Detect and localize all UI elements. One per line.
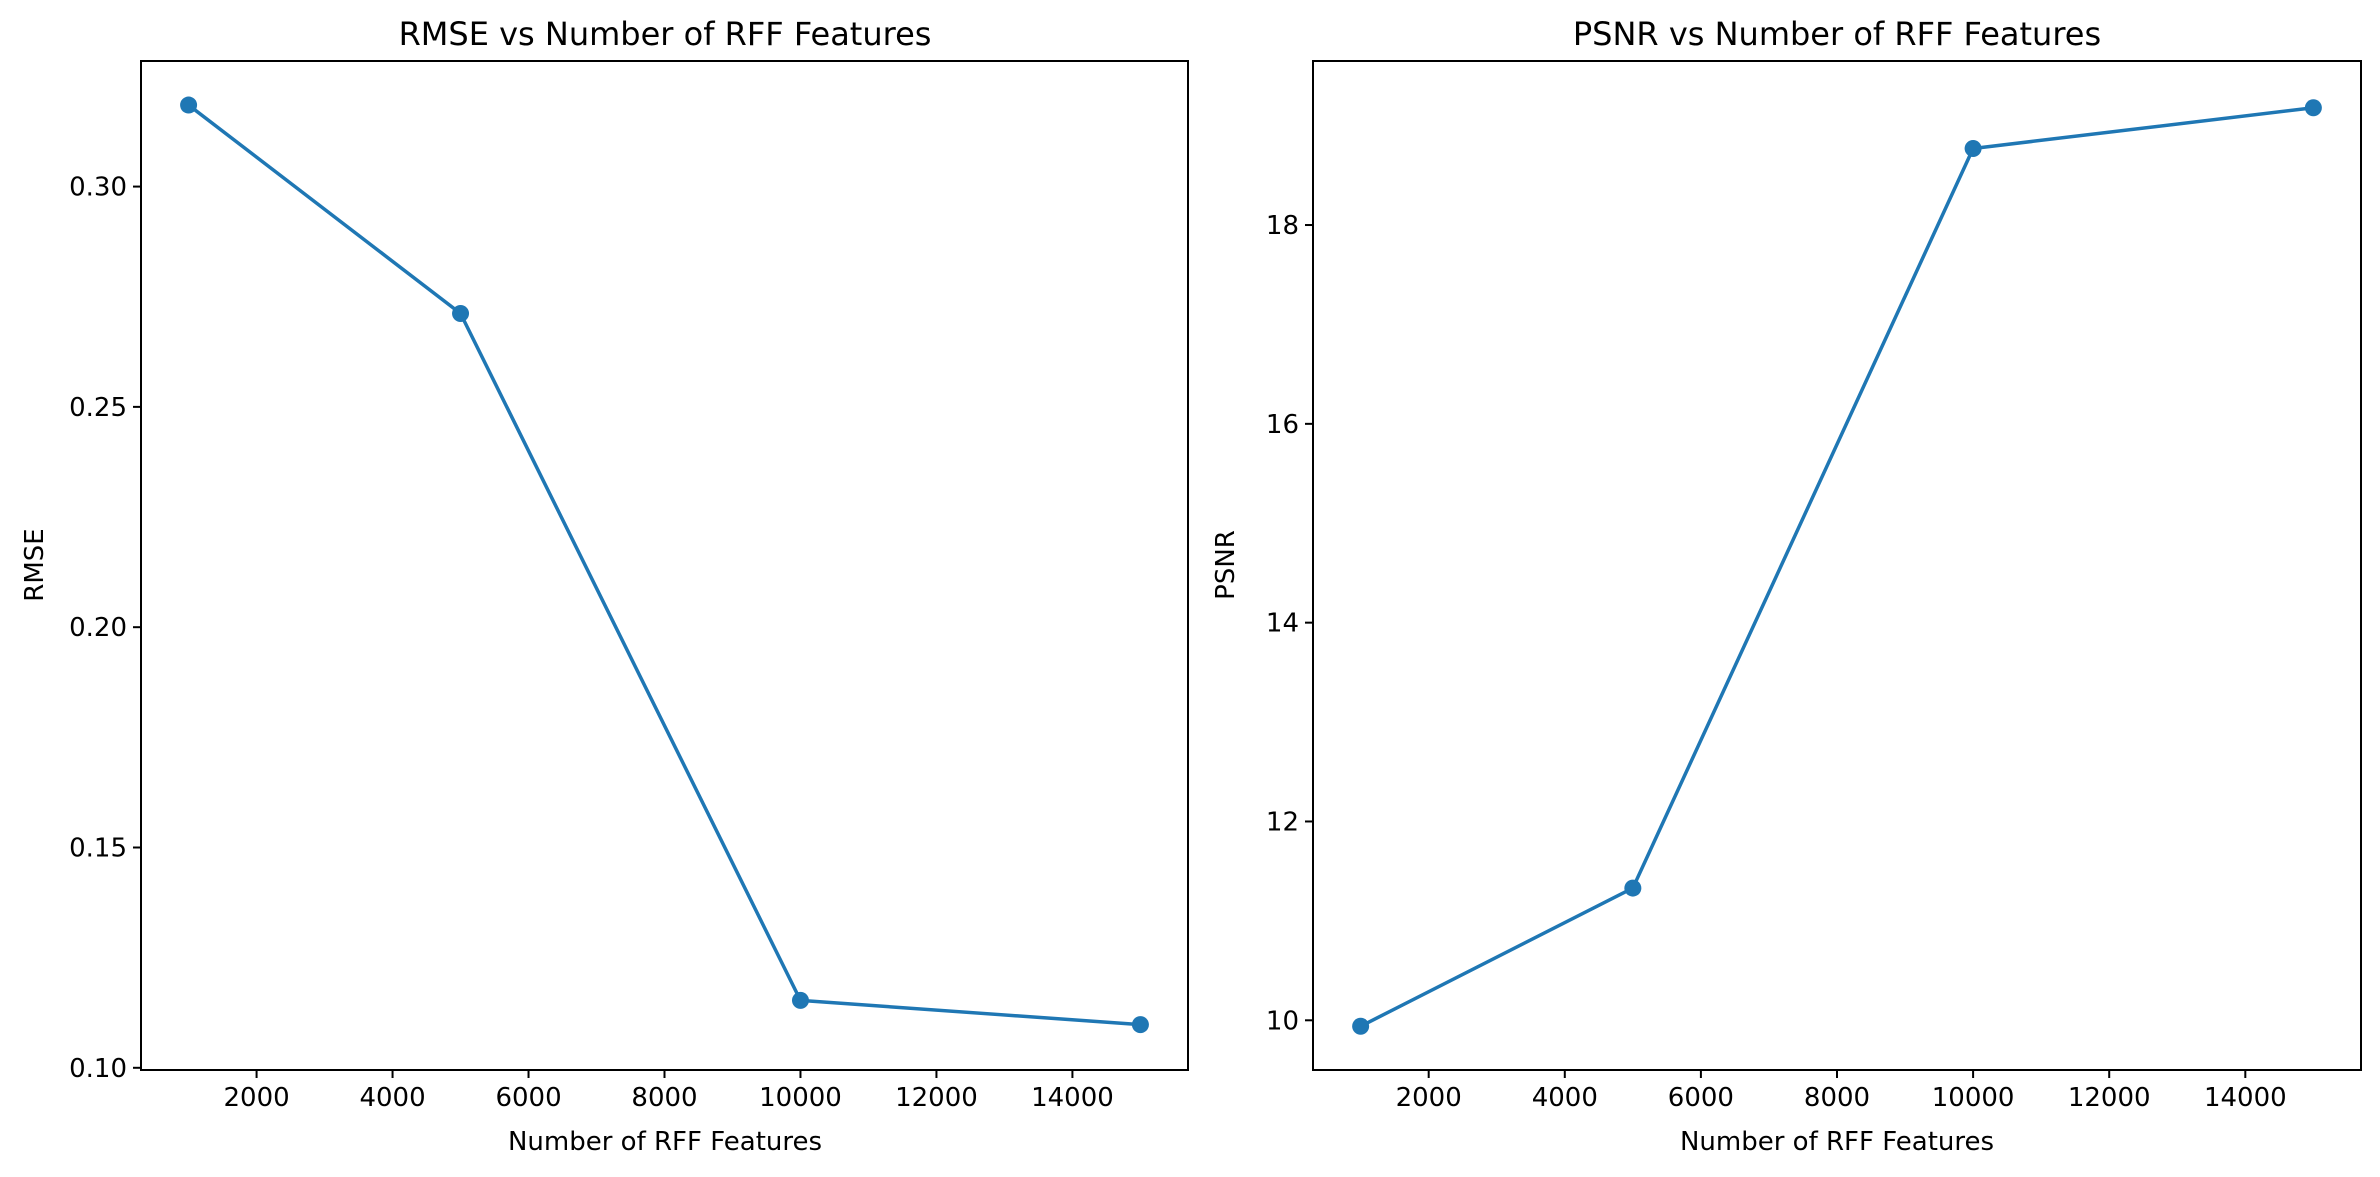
data-point (1352, 1017, 1370, 1035)
x-tick-label: 4000 (359, 1083, 425, 1113)
x-tick-label: 4000 (1532, 1083, 1598, 1113)
x-tick-label: 2000 (223, 1083, 289, 1113)
data-point (180, 96, 198, 114)
x-tick-label: 14000 (1031, 1083, 1114, 1113)
x-tick-label: 2000 (1396, 1083, 1462, 1113)
y-tick-label: 0.10 (69, 1054, 127, 1084)
y-axis-label: PSNR (1211, 530, 1241, 600)
tick-layer: 2000 4000 6000 8000 10000 12000 14000 0.10 0.15 0… (69, 173, 1114, 1113)
data-point (1624, 879, 1642, 897)
x-axis-label: Number of RFF Features (1680, 1127, 1994, 1157)
x-tick-label: 8000 (1804, 1083, 1870, 1113)
x-tick-label: 12000 (895, 1083, 978, 1113)
data-point (452, 304, 470, 322)
x-tick-label: 6000 (495, 1083, 561, 1113)
x-tick-label: 10000 (759, 1083, 842, 1113)
x-tick-label: 14000 (2204, 1083, 2287, 1113)
x-tick-label: 12000 (2068, 1083, 2151, 1113)
y-tick-label: 12 (1266, 807, 1299, 837)
y-tick-label: 0.25 (69, 393, 127, 423)
mark-layer (1352, 99, 2322, 1035)
y-tick-label: 16 (1266, 410, 1299, 440)
x-tick-label: 8000 (631, 1083, 697, 1113)
rmse-chart: RMSE vs Number of RFF Features 2000 4000 6… (20, 15, 1189, 1157)
y-tick-label: 0.15 (69, 833, 127, 863)
y-tick-label: 10 (1266, 1006, 1299, 1036)
plot-frame (140, 60, 1189, 1071)
x-tick-label: 6000 (1668, 1083, 1734, 1113)
data-point (791, 991, 809, 1009)
mark-layer (180, 96, 1149, 1034)
y-tick-label: 0.20 (69, 613, 127, 643)
x-axis-label: Number of RFF Features (508, 1127, 822, 1157)
series-line (1359, 105, 2314, 1028)
y-axis-label: RMSE (20, 528, 50, 601)
chart-title: PSNR vs Number of RFF Features (1573, 15, 2101, 53)
data-point (2304, 99, 2322, 117)
x-tick-label: 10000 (1932, 1083, 2015, 1113)
data-point (1131, 1016, 1149, 1034)
chart-title: RMSE vs Number of RFF Features (399, 15, 932, 53)
series-line (187, 103, 1141, 1027)
plot-frame (1312, 60, 2362, 1071)
y-tick-label: 14 (1266, 609, 1299, 639)
psnr-chart: PSNR vs Number of RFF Features 2000 4000 6… (1211, 15, 2362, 1157)
y-tick-label: 18 (1266, 211, 1299, 241)
data-point (1964, 139, 1982, 157)
tick-layer: 2000 4000 6000 8000 10000 12000 14000 10 12 14 16 1… (1266, 211, 2287, 1113)
y-tick-label: 0.30 (69, 173, 127, 203)
